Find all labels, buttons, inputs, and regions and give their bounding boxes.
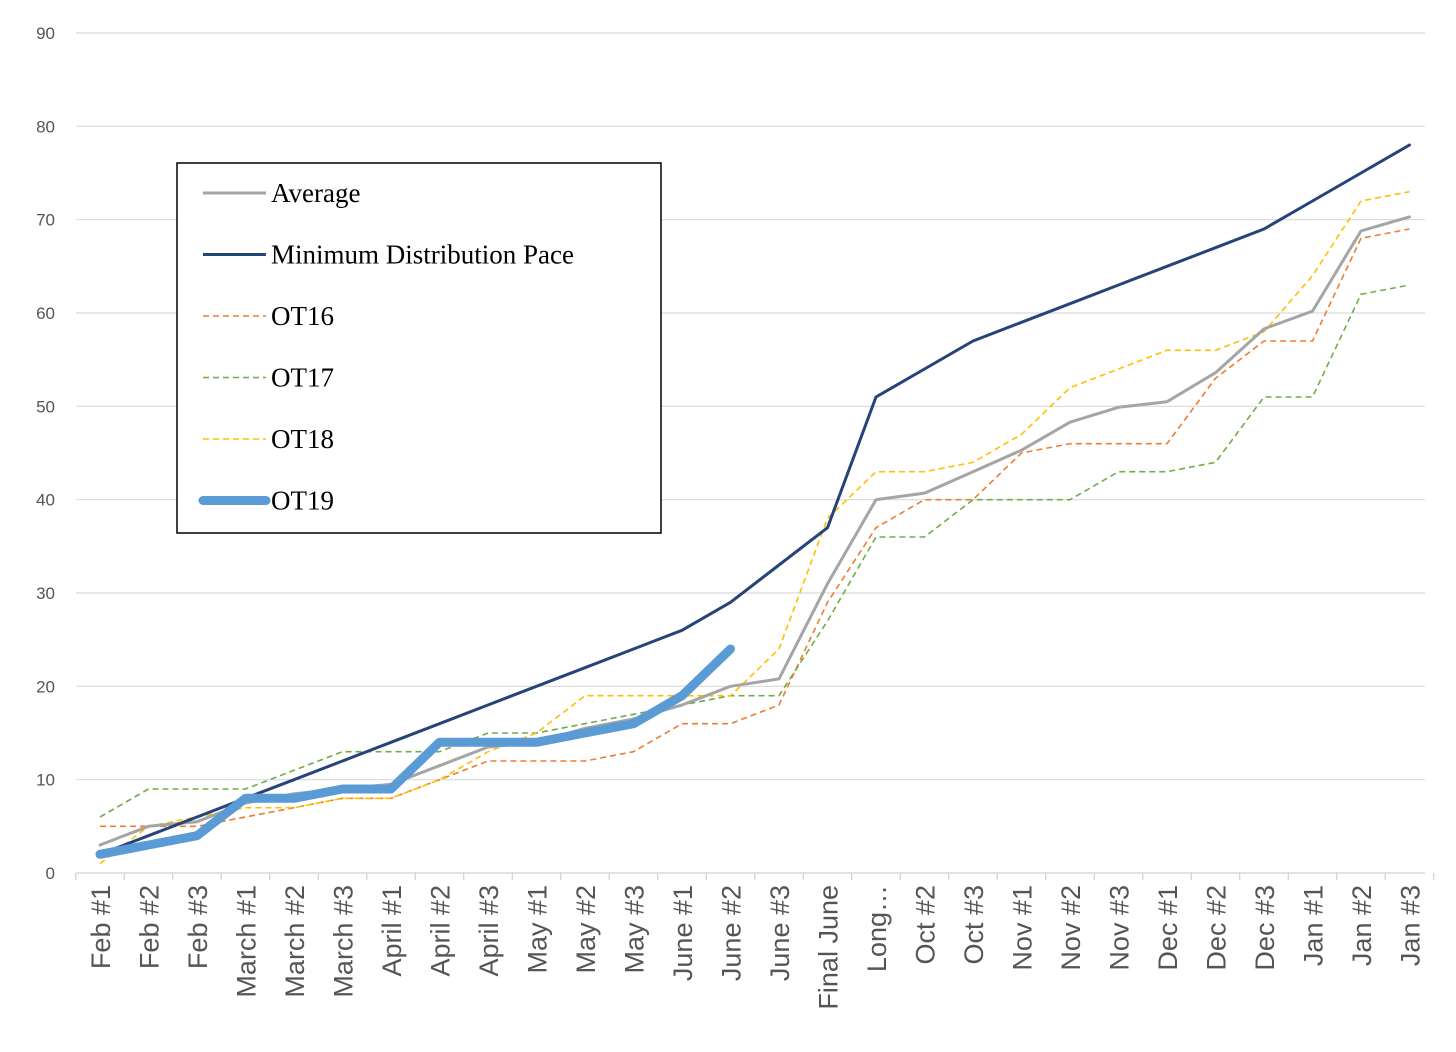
x-tick-label: May #2 [571, 885, 601, 974]
y-tick-label: 30 [36, 584, 55, 603]
legend-label: Average [271, 178, 360, 208]
y-tick-label: 10 [36, 771, 55, 790]
x-tick-label: May #1 [523, 885, 553, 974]
x-tick-label: Nov #2 [1056, 885, 1086, 971]
y-tick-label: 50 [36, 397, 55, 416]
y-tick-label: 60 [36, 304, 55, 323]
y-tick-label: 20 [36, 677, 55, 696]
x-tick-label: April #1 [377, 885, 407, 977]
x-tick-label: June #3 [765, 885, 795, 981]
series-line-ot19 [95, 644, 735, 859]
y-tick-label: 80 [36, 117, 55, 136]
x-tick-label: Nov #3 [1105, 885, 1135, 971]
x-tick-label: Oct #3 [959, 885, 989, 965]
legend-label: Minimum Distribution Pace [271, 240, 574, 270]
x-tick-label: Dec #1 [1153, 885, 1183, 971]
x-tick-label: March #2 [280, 885, 310, 998]
x-tick-label: Long… [862, 885, 892, 972]
x-tick-label: Dec #3 [1250, 885, 1280, 971]
y-tick-label: 70 [36, 211, 55, 230]
x-tick-label: May #3 [620, 885, 650, 974]
x-tick-label: Nov #1 [1008, 885, 1038, 971]
x-tick-label: March #3 [329, 885, 359, 998]
legend-label: OT17 [271, 363, 334, 393]
x-tick-label: Jan #2 [1347, 885, 1377, 966]
x-tick-label: March #1 [232, 885, 262, 998]
y-tick-label: 40 [36, 491, 55, 510]
series-line-minimum-distribution-pace [98, 143, 1411, 856]
legend-label: OT19 [271, 486, 334, 516]
x-tick-label: April #2 [426, 885, 456, 977]
x-tick-label: Feb #3 [183, 885, 213, 969]
legend-label: OT16 [271, 301, 334, 331]
x-tick-label: June #2 [717, 885, 747, 981]
x-tick-label: Dec #2 [1202, 885, 1232, 971]
series-line-ot18 [99, 190, 1410, 865]
x-tick-label: Feb #2 [135, 885, 165, 969]
series-lines [95, 143, 1411, 865]
x-tick-label: Jan #3 [1396, 885, 1426, 966]
x-tick-label: Final June [814, 885, 844, 1010]
x-axis: Feb #1 Feb #2 Feb #3 March #1 March #2 March … [75, 873, 1435, 1010]
x-tick-label: Jan #1 [1299, 885, 1329, 966]
legend-label: OT18 [271, 424, 334, 454]
y-axis: 0 10 20 30 40 50 60 70 80 90 [36, 24, 55, 883]
series-line-ot17 [99, 284, 1410, 818]
y-tick-label: 0 [46, 864, 55, 883]
x-tick-label: Oct #2 [911, 885, 941, 965]
y-tick-label: 90 [36, 24, 55, 43]
x-tick-label: April #3 [474, 885, 504, 977]
legend-box [176, 162, 662, 534]
x-tick-label: June #1 [668, 885, 698, 981]
x-tick-label: Feb #1 [86, 885, 116, 969]
legend: Average Minimum Distribution Pace OT16 OT17… [176, 162, 662, 534]
